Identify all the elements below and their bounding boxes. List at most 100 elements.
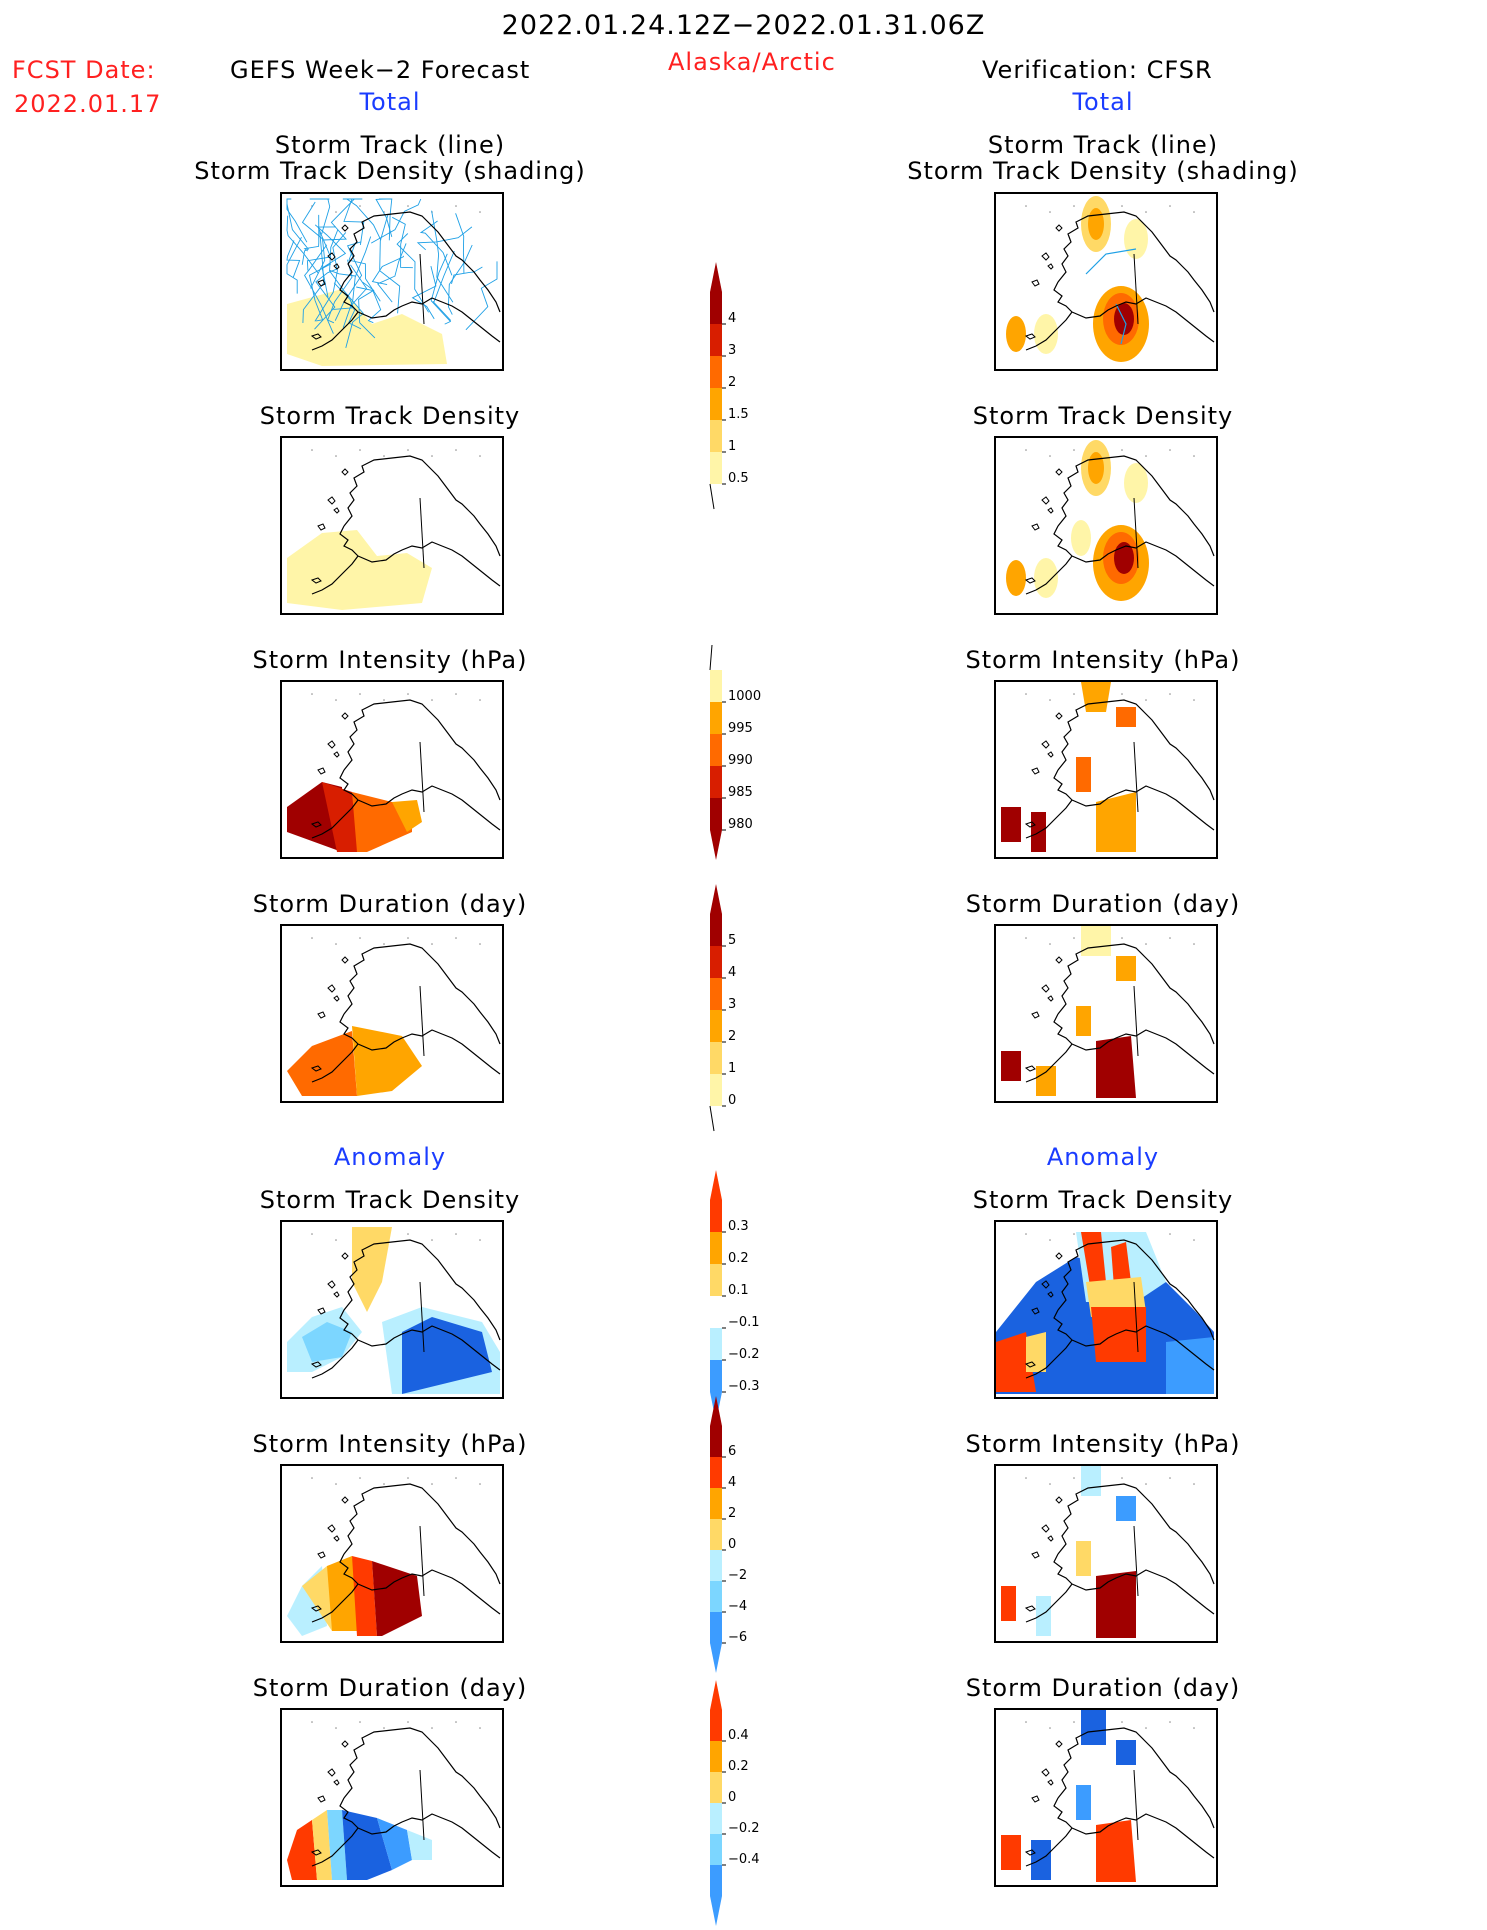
colorbar-tick-label: 4: [728, 1475, 736, 1490]
density-blob: [1006, 316, 1026, 352]
graticule-dot: [1169, 205, 1171, 207]
island-outline: [310, 1605, 322, 1612]
graticule-dot: [407, 693, 409, 695]
border-line: [419, 985, 425, 1057]
right-density-title: Storm Track Density: [972, 402, 1234, 430]
colorbar-intensity: 1000 995 990 985 980: [700, 640, 761, 864]
storm-track-line: [286, 236, 302, 294]
graticule-dot: [431, 699, 433, 701]
density-blob: [1114, 542, 1134, 574]
right-duration-anom-title: Storm Duration (day): [965, 1674, 1241, 1702]
graticule-dot: [455, 449, 457, 451]
field-shading: [1116, 707, 1136, 727]
left-total-label: Total: [359, 88, 421, 116]
graticule-dot: [1073, 1233, 1075, 1235]
graticule-dot: [407, 1721, 409, 1723]
graticule-dot: [335, 211, 337, 213]
colorbar-swatch: [710, 946, 722, 978]
graticule-dot: [311, 937, 313, 939]
storm-track-line: [451, 266, 483, 285]
colorbar-duration: 5 4 3 2 1 0: [700, 884, 760, 1140]
island-outline: [310, 577, 322, 584]
graticule-dot: [1193, 1239, 1195, 1241]
graticule-dot: [431, 455, 433, 457]
graticule-dot: [335, 1239, 337, 1241]
graticule-dot: [383, 943, 385, 945]
storm-track-line: [333, 264, 368, 310]
right-intensity-title: Storm Intensity (hPa): [965, 646, 1241, 674]
island-outline: [1024, 1605, 1036, 1612]
right-anomaly-label: Anomaly: [1046, 1143, 1160, 1171]
coastline: [1025, 211, 1215, 351]
graticule-dot: [335, 699, 337, 701]
island-outline: [317, 279, 326, 287]
storm-track-line: [376, 243, 407, 303]
graticule-dot: [1145, 699, 1147, 701]
storm-track-line: [431, 210, 454, 303]
colorbar-line-bottom: [709, 1105, 715, 1132]
island-outline: [310, 333, 322, 340]
storm-track-line: [371, 255, 405, 286]
graticule-dot: [1193, 1727, 1195, 1729]
border-line: [419, 1281, 425, 1353]
graticule-dot: [359, 1477, 361, 1479]
storm-track-line: [303, 214, 320, 252]
field-shading: [1116, 956, 1136, 981]
colorbar-swatch: [710, 420, 722, 452]
border-line: [1133, 1281, 1139, 1353]
island-outline: [317, 1551, 326, 1559]
colorbar-tick-label: 2: [728, 375, 736, 390]
storm-track-line: [370, 198, 422, 244]
graticule-dot: [311, 693, 313, 695]
map-right-intensity: [994, 680, 1218, 859]
field-shading: [1076, 1785, 1091, 1820]
map-left-track: [280, 192, 504, 371]
colorbar-tick-label: −6: [728, 1630, 747, 1645]
graticule-dot: [479, 211, 481, 213]
graticule-dot: [455, 1477, 457, 1479]
colorbar-tick-label: 0.5: [728, 471, 749, 486]
island-outline: [1055, 224, 1063, 232]
field-shading: [1111, 1242, 1131, 1287]
field-shading: [1116, 1496, 1136, 1521]
field-shading: [1096, 792, 1136, 852]
island-outline: [327, 1280, 336, 1289]
field-shading: [1081, 1710, 1106, 1745]
island-outline: [317, 767, 326, 775]
island-outline: [327, 1768, 336, 1777]
graticule-dot: [383, 455, 385, 457]
graticule-dot: [407, 449, 409, 451]
right-density-anom-title: Storm Track Density: [972, 1186, 1234, 1214]
storm-track-line: [314, 232, 347, 322]
graticule-dot: [1073, 693, 1075, 695]
graticule-dot: [335, 1483, 337, 1485]
graticule-dot: [1193, 1483, 1195, 1485]
field-shading: [1031, 1840, 1051, 1880]
colorbar-tick-label: 0.2: [728, 1251, 749, 1266]
island-outline: [1024, 577, 1036, 584]
storm-track-line: [432, 250, 455, 321]
storm-track-line: [306, 226, 337, 271]
graticule-dot: [1025, 1721, 1027, 1723]
island-outline: [341, 1252, 349, 1260]
island-outline: [1041, 1280, 1050, 1289]
island-outline: [1047, 995, 1054, 1002]
graticule-dot: [1049, 943, 1051, 945]
field-shading: [1091, 1307, 1146, 1362]
storm-track-line: [286, 240, 301, 278]
colorbar-arrow-top: [710, 884, 722, 914]
graticule-dot: [335, 1727, 337, 1729]
colorbar-arrow-bottom: [710, 1896, 722, 1926]
colorbar-swatch: [710, 1803, 722, 1834]
left-duration-anom-title: Storm Duration (day): [252, 1674, 528, 1702]
graticule-dot: [431, 943, 433, 945]
storm-track-line: [334, 241, 363, 321]
density-blob: [1088, 208, 1104, 240]
graticule-dot: [1073, 205, 1075, 207]
border-line: [1133, 985, 1139, 1057]
graticule-dot: [1193, 455, 1195, 457]
map-left-duration: [280, 924, 504, 1103]
graticule-dot: [1049, 1727, 1051, 1729]
island-outline: [341, 1496, 349, 1504]
colorbar-tick-label: 980: [728, 817, 753, 832]
